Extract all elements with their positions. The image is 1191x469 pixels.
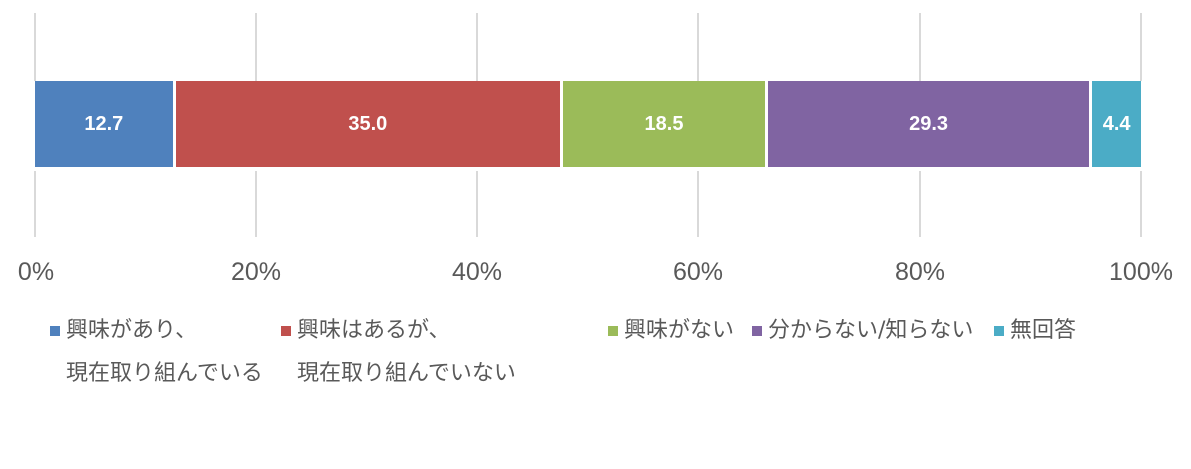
legend-label: 興味はあるが、 現在取り組んでいない <box>297 318 516 386</box>
gridline-60 <box>697 13 699 81</box>
bar-segment: 12.7 <box>35 81 173 167</box>
gridline-80-lower <box>919 171 921 237</box>
gridline-20-lower <box>255 171 257 237</box>
legend-label: 無回答 <box>1010 318 1077 343</box>
data-label: 12.7 <box>84 112 124 135</box>
legend-item-no-answer: 無回答 <box>994 309 1076 352</box>
bar-segment: 29.3 <box>767 81 1090 167</box>
x-tick-0: 0% <box>17 258 55 286</box>
data-label: 35.0 <box>348 112 388 135</box>
gridline-80 <box>919 13 921 81</box>
x-tick-80: 80% <box>894 258 946 286</box>
gridline-0 <box>34 13 36 81</box>
gridline-40 <box>476 13 478 81</box>
data-label: 4.4 <box>1102 112 1131 135</box>
legend-swatch-icon <box>608 326 618 336</box>
gridline-100 <box>1140 13 1142 81</box>
x-tick-20: 20% <box>230 258 282 286</box>
bar-segment: 18.5 <box>563 81 765 167</box>
gridline-60-lower <box>697 171 699 237</box>
legend-item-dont-know: 分からない/知らない <box>752 309 973 352</box>
legend-item-interested-not-active: 興味はあるが、 現在取り組んでいない <box>281 309 516 395</box>
legend-swatch-icon <box>50 326 60 336</box>
data-label: 29.3 <box>909 112 949 135</box>
bar-segment: 4.4 <box>1092 81 1141 167</box>
bar-segment: 35.0 <box>175 81 561 167</box>
legend-label: 興味があり、 現在取り組んでいる <box>66 318 263 386</box>
legend-label: 興味がない <box>624 318 735 343</box>
legend-swatch-icon <box>994 326 1004 336</box>
legend-item-not-interested: 興味がない <box>608 309 734 352</box>
gridline-40-lower <box>476 171 478 237</box>
legend-swatch-icon <box>281 326 291 336</box>
legend-item-active: 興味があり、 現在取り組んでいる <box>50 309 263 395</box>
legend-label: 分からない/知らない <box>768 318 974 343</box>
gridline-0-lower <box>34 171 36 237</box>
legend-swatch-icon <box>752 326 762 336</box>
x-tick-60: 60% <box>672 258 724 286</box>
data-label: 18.5 <box>644 112 684 135</box>
gridline-100-lower <box>1140 171 1142 237</box>
x-tick-40: 40% <box>451 258 503 286</box>
gridline-20 <box>255 13 257 81</box>
x-tick-100: 100% <box>1109 258 1173 286</box>
